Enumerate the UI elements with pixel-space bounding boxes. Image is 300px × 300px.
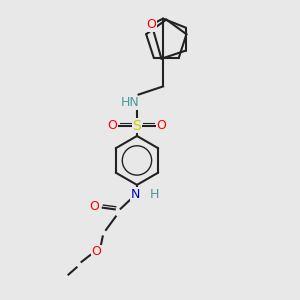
Text: H: H [150,188,160,200]
Text: O: O [90,200,100,213]
Text: O: O [91,245,101,258]
Text: O: O [157,119,166,132]
Text: O: O [108,119,117,132]
Text: N: N [130,188,140,200]
Text: HN: HN [121,96,140,109]
Text: S: S [133,118,141,133]
Text: O: O [147,18,157,31]
